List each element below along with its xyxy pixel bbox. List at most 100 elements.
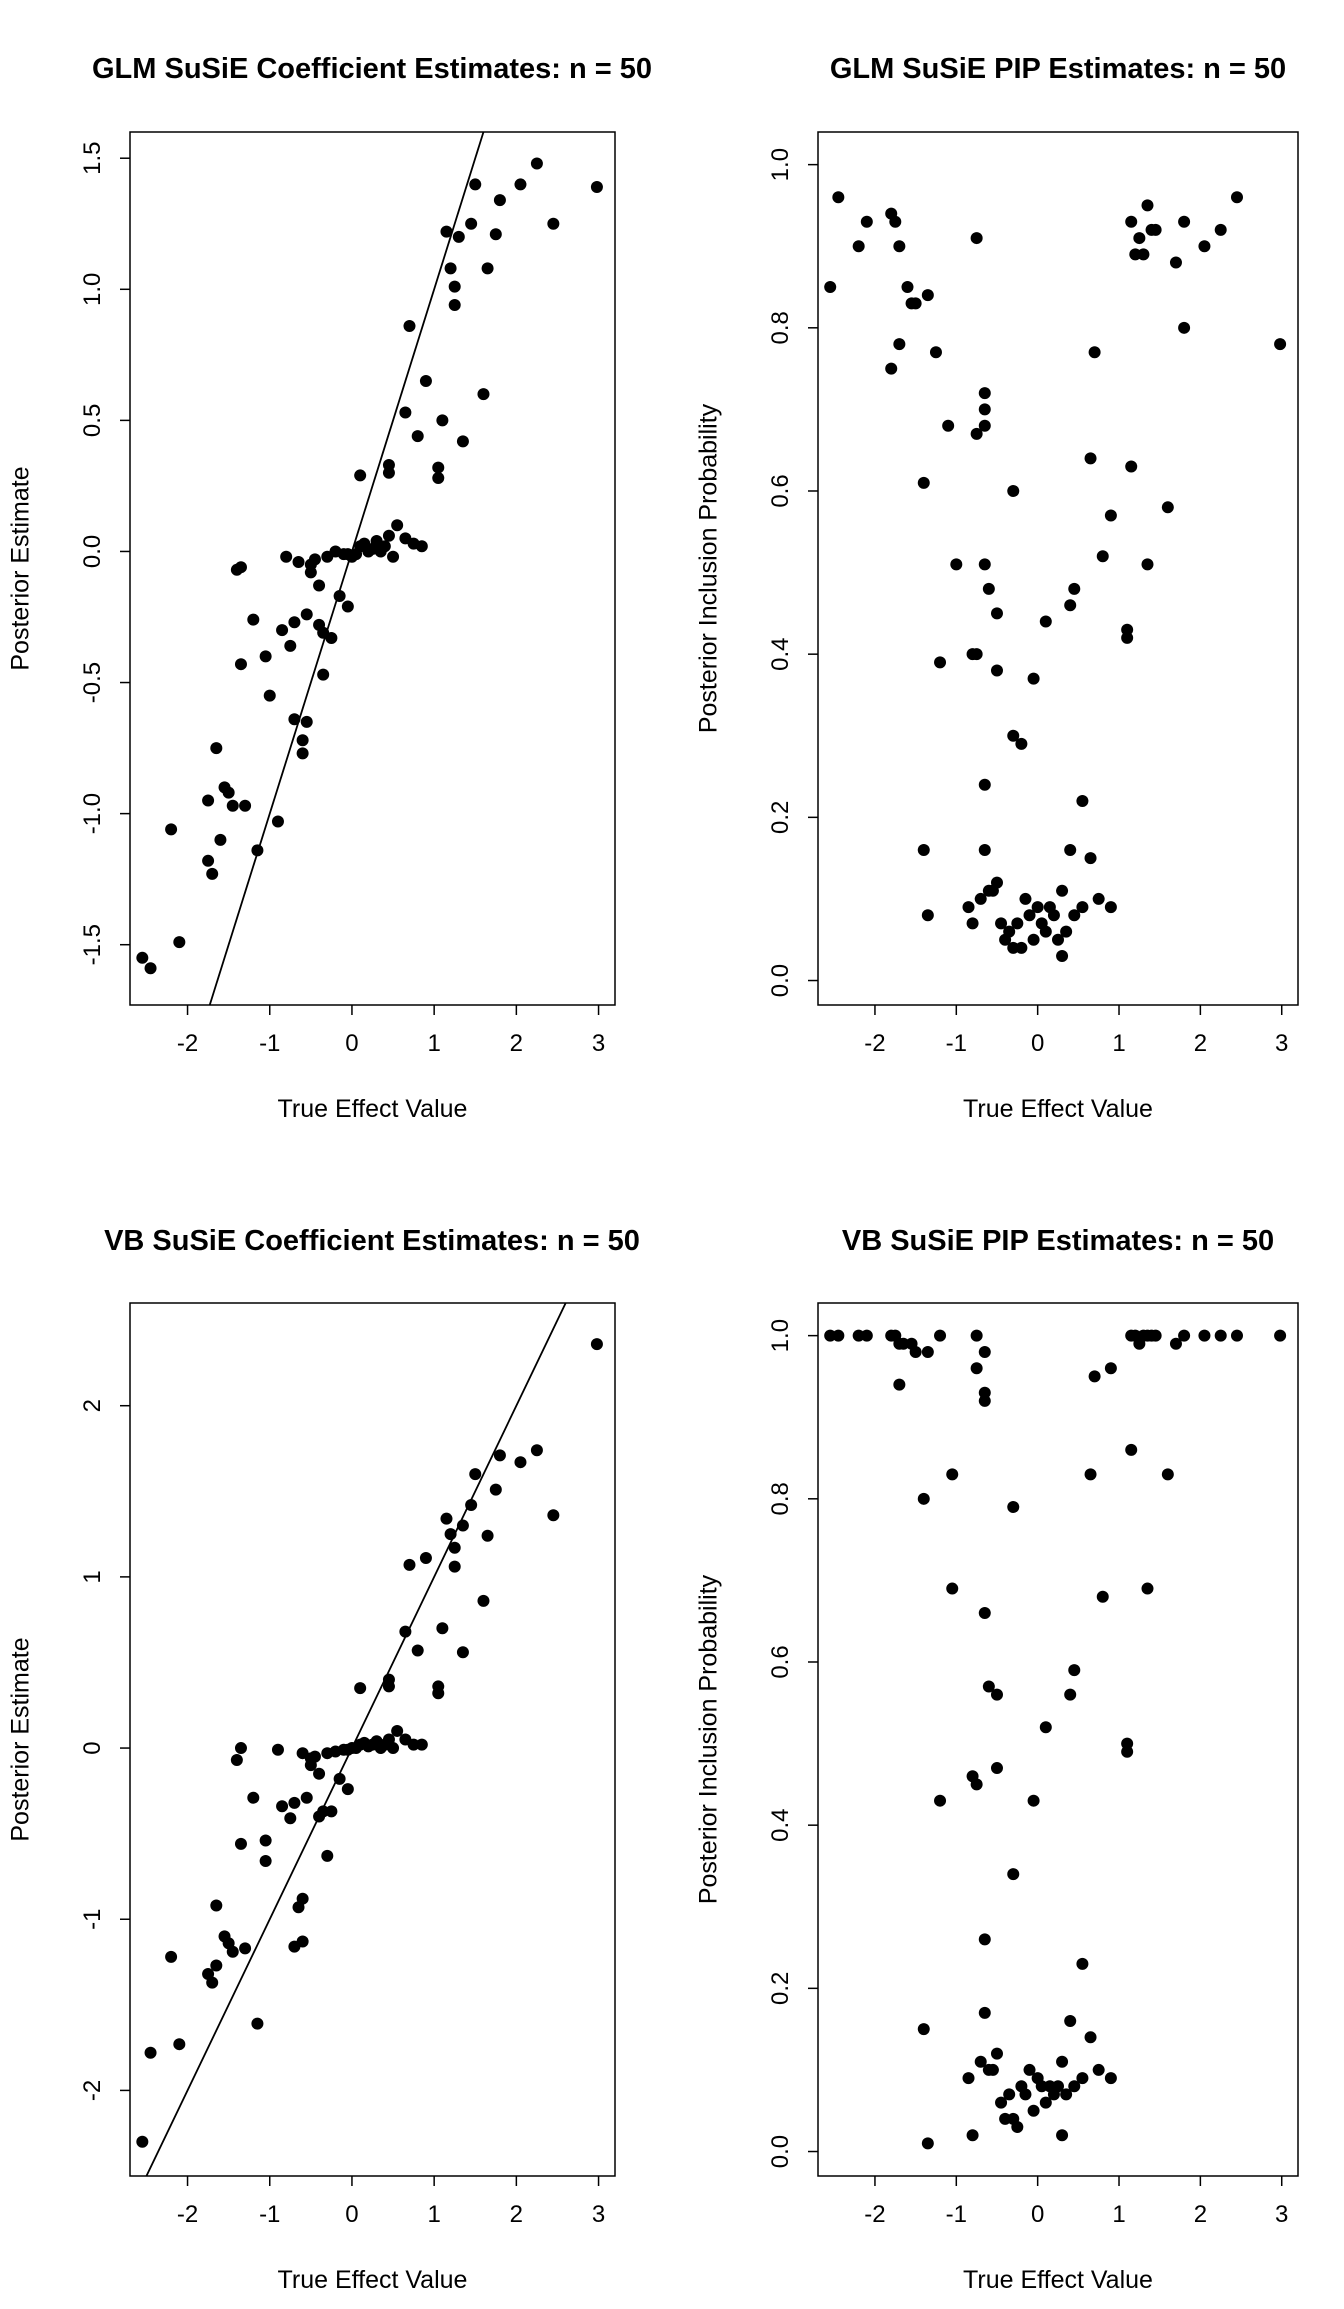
- data-point: [456, 435, 469, 448]
- x-tick-label: 3: [592, 1030, 605, 1057]
- data-point: [481, 1529, 494, 1542]
- data-point: [530, 157, 543, 170]
- y-tick-label: 1.0: [767, 148, 794, 181]
- y-tick-label: -1: [79, 1909, 106, 1930]
- data-point: [832, 191, 845, 204]
- chart-title: GLM SuSiE Coefficient Estimates: n = 50: [92, 53, 652, 85]
- plot-frame: [129, 131, 616, 1006]
- data-point: [1133, 232, 1146, 245]
- data-point: [893, 1378, 906, 1391]
- data-point: [1068, 1664, 1081, 1677]
- data-point: [950, 558, 963, 571]
- data-point: [263, 689, 276, 702]
- data-point: [387, 1742, 400, 1755]
- data-point: [202, 794, 215, 807]
- data-point: [547, 217, 560, 230]
- x-tick-label: 1: [1112, 1030, 1125, 1057]
- data-point: [304, 566, 317, 579]
- x-tick-label: -2: [864, 2201, 885, 2228]
- data-point: [921, 909, 934, 922]
- data-point: [860, 215, 873, 228]
- data-point: [403, 1558, 416, 1571]
- data-point: [403, 320, 416, 332]
- y-tick-label: 0.0: [767, 964, 794, 997]
- data-point: [1027, 2104, 1040, 2117]
- data-point: [333, 590, 346, 603]
- data-point: [1007, 1500, 1020, 1513]
- data-point: [934, 1794, 947, 1807]
- data-point: [1230, 1329, 1243, 1342]
- x-tick-label: 2: [1194, 1030, 1207, 1057]
- data-point: [917, 843, 930, 856]
- x-tick-label: -1: [946, 1030, 967, 1057]
- data-point: [1161, 1468, 1174, 1481]
- data-point: [1015, 941, 1028, 954]
- data-point: [978, 1607, 991, 1620]
- points-group: [136, 157, 603, 975]
- data-point: [144, 2046, 157, 2059]
- data-point: [1084, 1468, 1097, 1481]
- data-point: [1092, 2063, 1105, 2076]
- x-tick-label: 0: [1031, 1030, 1044, 1057]
- data-point: [978, 403, 991, 416]
- data-point: [921, 1345, 934, 1358]
- data-point: [288, 616, 301, 629]
- data-point: [1064, 1688, 1077, 1701]
- data-point: [251, 2017, 264, 2030]
- data-point: [909, 297, 922, 310]
- data-point: [1056, 884, 1069, 897]
- data-point: [1149, 1329, 1162, 1342]
- x-tick-label: -1: [259, 1030, 280, 1057]
- data-point: [1104, 901, 1117, 914]
- data-point: [1007, 729, 1020, 742]
- y-axis-label: Posterior Estimate: [7, 1637, 35, 1841]
- data-point: [893, 240, 906, 253]
- data-point: [234, 1742, 247, 1755]
- x-tick-label: -1: [259, 2201, 280, 2228]
- data-point: [995, 917, 1008, 930]
- data-point: [1084, 452, 1097, 465]
- x-tick-label: 3: [1275, 2201, 1288, 2228]
- data-point: [990, 876, 1003, 889]
- data-point: [1274, 338, 1287, 351]
- data-point: [1141, 199, 1154, 212]
- data-point: [271, 815, 284, 828]
- data-point: [210, 742, 223, 755]
- data-point: [251, 844, 264, 857]
- data-point: [978, 419, 991, 432]
- data-point: [239, 799, 252, 812]
- data-point: [832, 1329, 845, 1342]
- data-point: [1076, 2072, 1089, 2085]
- data-point: [942, 419, 955, 432]
- data-point: [432, 1687, 445, 1700]
- data-point: [259, 650, 272, 663]
- data-point: [308, 553, 321, 566]
- x-tick-label: 3: [592, 2201, 605, 2228]
- data-point: [990, 607, 1003, 620]
- data-point: [210, 1899, 223, 1912]
- data-point: [934, 1329, 947, 1342]
- data-point: [1011, 917, 1024, 930]
- data-point: [1084, 2031, 1097, 2044]
- y-axis-label: Posterior Inclusion Probability: [695, 1574, 723, 1904]
- x-tick-label: -2: [864, 1030, 885, 1057]
- data-point: [1141, 1582, 1154, 1595]
- data-point: [448, 1560, 461, 1573]
- data-point: [477, 388, 490, 401]
- data-point: [1092, 892, 1105, 905]
- data-point: [354, 469, 367, 482]
- data-point: [399, 406, 412, 419]
- x-tick-label: 2: [510, 1030, 523, 1057]
- data-point: [893, 338, 906, 351]
- data-point: [1125, 460, 1138, 473]
- data-point: [165, 823, 178, 836]
- y-tick-label: 1.5: [79, 142, 106, 175]
- data-point: [313, 1767, 326, 1780]
- data-point: [1274, 1329, 1287, 1342]
- data-point: [1178, 215, 1191, 228]
- data-point: [1027, 933, 1040, 946]
- data-point: [1169, 256, 1182, 269]
- data-point: [341, 1783, 354, 1796]
- data-point: [1011, 2121, 1024, 2134]
- data-point: [419, 1552, 432, 1565]
